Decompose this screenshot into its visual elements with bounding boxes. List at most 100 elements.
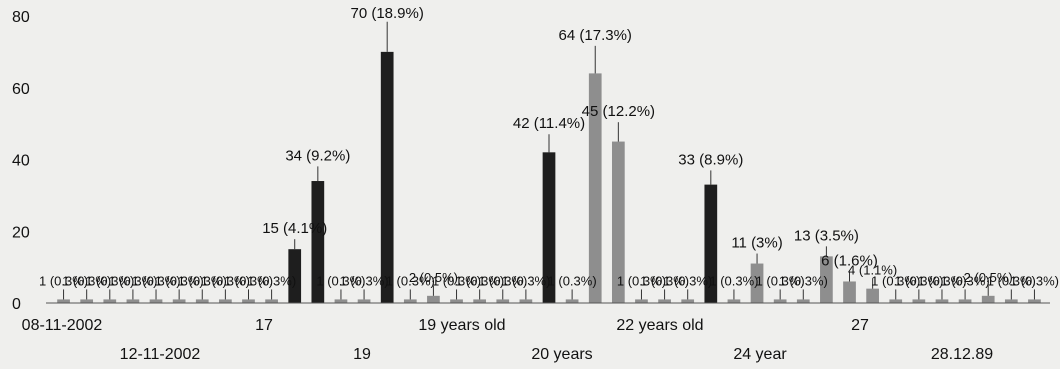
bar: [450, 299, 463, 303]
bar: [380, 51, 394, 303]
x-tick-label: 22 years old: [616, 317, 703, 334]
bar: [681, 299, 695, 303]
bar: [565, 299, 579, 303]
data-label: 1 (0.3%): [548, 273, 597, 288]
data-label: 15 (4.1%): [262, 220, 327, 237]
bar: [519, 299, 533, 303]
data-label: 1 (0.3%): [917, 273, 966, 288]
data-label: 1 (0.3%): [201, 273, 250, 288]
data-label: 1 (0.3%): [709, 273, 758, 288]
bar: [496, 299, 510, 303]
data-label: 1 (0.3%): [432, 273, 481, 288]
bar: [1028, 299, 1041, 303]
data-label: 1 (0.3%): [339, 273, 388, 288]
bar: [843, 281, 856, 303]
bar: [427, 295, 440, 303]
bar: [912, 299, 926, 303]
data-label: 45 (12.2%): [582, 103, 655, 120]
bar: [889, 299, 903, 303]
x-tick-label: 20 years: [531, 346, 592, 363]
data-label: 1 (0.3%): [1010, 273, 1059, 288]
y-tick-label: 40: [12, 153, 30, 170]
data-label: 1 (0.3%): [386, 273, 435, 288]
x-tick-label: 24 year: [733, 346, 787, 363]
bar: [981, 295, 995, 303]
bar: [473, 299, 487, 303]
bar: [658, 299, 671, 303]
y-tick-label: 60: [12, 81, 30, 98]
bar: [542, 152, 556, 303]
data-label: 1 (0.3%): [455, 273, 504, 288]
bar: [357, 299, 371, 303]
bar: [172, 299, 186, 303]
data-label: 1 (0.3%): [85, 273, 134, 288]
bar: [750, 263, 764, 303]
data-label: 6 (1.6%): [821, 252, 878, 269]
data-label: 64 (17.3%): [559, 27, 632, 44]
data-label: 1 (0.3%): [155, 273, 204, 288]
data-label: 1 (0.3%): [640, 273, 689, 288]
data-label: 1 (0.3%): [131, 273, 180, 288]
y-tick-label: 20: [12, 224, 30, 241]
data-label: 1 (0.3%): [316, 273, 365, 288]
data-label: 4 (1.1%): [848, 263, 897, 278]
x-tick-label: 27: [851, 317, 869, 334]
data-labels: 1 (0.3%)1 (0.3%)1 (0.3%)1 (0.3%)1 (0.3%)…: [39, 5, 1059, 288]
data-label: 1 (0.3%): [871, 273, 920, 288]
bar: [773, 299, 787, 303]
data-label: 1 (0.3%): [39, 273, 88, 288]
data-label: 1 (0.3%): [62, 273, 111, 288]
bar: [935, 299, 949, 303]
data-label: 1 (0.3%): [756, 273, 805, 288]
bar: [635, 299, 648, 303]
bar: [103, 299, 117, 303]
data-label: 1 (0.3%): [894, 273, 943, 288]
bar: [611, 141, 625, 303]
bar: [866, 288, 879, 303]
data-label: 33 (8.9%): [678, 151, 743, 168]
x-tick-label: 19: [353, 346, 371, 363]
y-tick-label: 80: [12, 9, 30, 26]
y-tick-label: 0: [12, 296, 21, 313]
bar: [80, 299, 94, 303]
x-tick-label: 17: [255, 317, 273, 334]
bar: [149, 299, 163, 303]
data-label: 13 (3.5%): [794, 227, 859, 244]
bar: [403, 299, 417, 303]
bar-series: [57, 21, 1041, 304]
data-label: 2 (0.5%): [964, 270, 1013, 285]
data-label: 1 (0.3%): [501, 273, 550, 288]
data-label: 42 (11.4%): [513, 115, 585, 132]
bar: [288, 249, 302, 303]
bar: [796, 299, 810, 303]
bar: [57, 299, 70, 303]
x-tick-label: 28.12.89: [931, 346, 993, 363]
data-label: 1 (0.3%): [779, 273, 828, 288]
bar: [311, 181, 325, 303]
x-tick-label: 08-11-2002: [22, 317, 103, 334]
data-label: 11 (3%): [731, 235, 782, 252]
data-label: 70 (18.9%): [350, 5, 423, 22]
data-label: 34 (9.2%): [285, 147, 350, 164]
bar: [588, 73, 602, 304]
data-label: 1 (0.3%): [178, 273, 227, 288]
bar: [727, 299, 741, 303]
bar: [704, 184, 718, 303]
data-label: 1 (0.3%): [987, 273, 1036, 288]
x-axis: 08-11-2002 17 19 years old 22 years old 27 12…: [22, 302, 1050, 363]
data-label: 1 (0.3%): [941, 273, 990, 288]
bar: [1004, 299, 1018, 303]
data-label: 1 (0.3%): [224, 273, 273, 288]
data-label: 1 (0.3%): [478, 273, 527, 288]
bar: [958, 299, 972, 303]
bar: [126, 299, 140, 303]
bar: [334, 299, 348, 303]
data-label: 1 (0.3%): [247, 273, 296, 288]
x-tick-label: 19 years old: [418, 317, 505, 334]
y-axis: 0 20 40 60 80: [12, 9, 30, 313]
bar: [265, 299, 278, 303]
bar: [242, 299, 255, 303]
data-label: 2 (0.5%): [409, 270, 458, 285]
x-tick-label: 12-11-2002: [120, 346, 201, 363]
bar: [820, 256, 833, 303]
